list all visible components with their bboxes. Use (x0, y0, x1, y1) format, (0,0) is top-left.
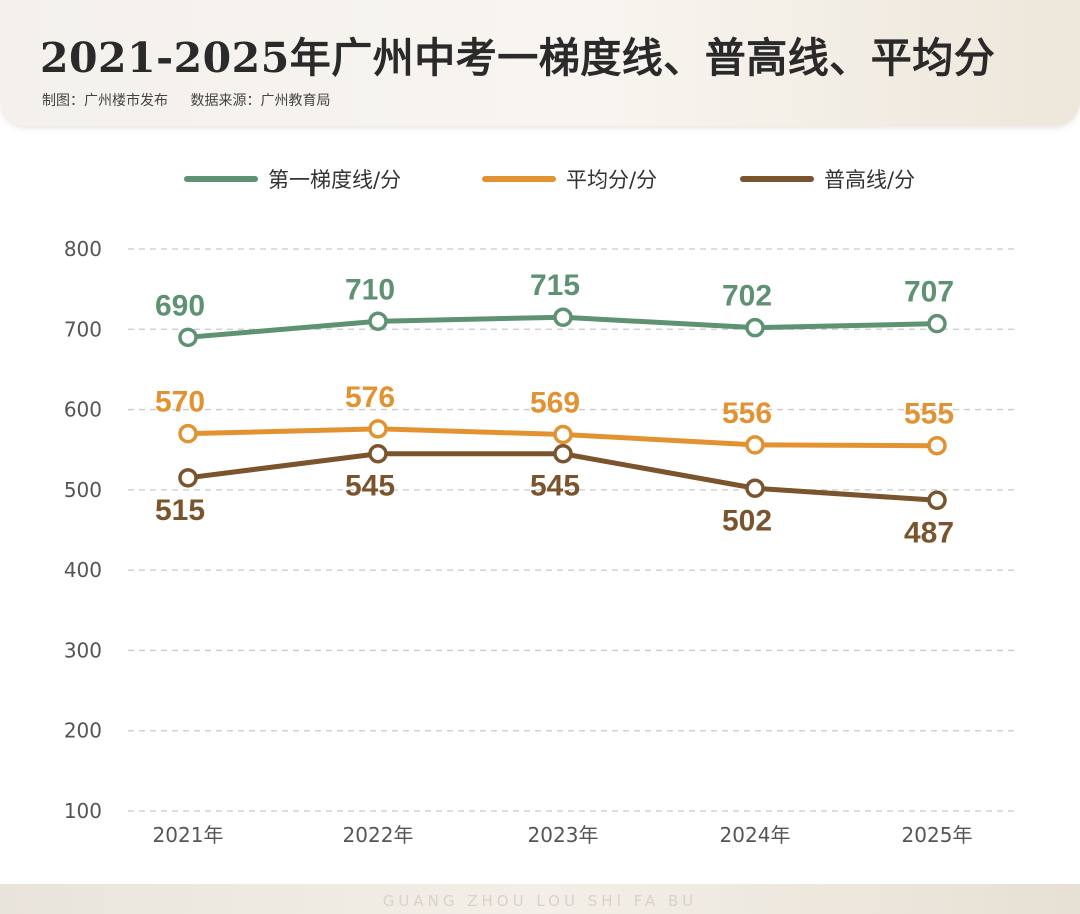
y-tick-label: 600 (64, 398, 102, 422)
data-point (178, 423, 198, 444)
data-label: 555 (904, 398, 954, 431)
y-tick-label: 200 (64, 719, 102, 743)
y-tick-label: 700 (64, 317, 102, 341)
page-title: 2021-2025年广州中考一梯度线、普高线、平均分 (40, 34, 996, 82)
legend-swatch-highschool (740, 176, 814, 182)
data-label: 556 (722, 397, 772, 430)
data-label: 702 (722, 280, 772, 313)
data-label: 515 (155, 494, 205, 527)
y-tick-label: 100 (64, 799, 102, 823)
data-label: 710 (345, 273, 395, 306)
data-point (368, 443, 388, 464)
legend-swatch-average (482, 176, 556, 182)
data-point (553, 443, 573, 464)
data-point (927, 490, 947, 511)
data-label: 715 (530, 269, 580, 302)
data-point (178, 468, 198, 488)
y-tick-label: 400 (64, 558, 102, 582)
footer-band: GUANG ZHOU LOU SHI FA BU (0, 884, 1080, 914)
data-label: 487 (904, 516, 954, 549)
x-tick-label: 2023年 (528, 823, 599, 847)
legend-swatch-tier1 (184, 176, 258, 182)
data-point (927, 435, 947, 456)
footer-watermark: GUANG ZHOU LOU SHI FA BU (382, 892, 698, 910)
data-label: 545 (345, 470, 395, 503)
data-label: 545 (530, 470, 580, 503)
x-tick-label: 2024年 (720, 823, 791, 847)
legend-label-highschool: 普高线/分 (824, 168, 916, 192)
data-label: 690 (155, 289, 205, 322)
data-point (368, 419, 388, 439)
data-point (553, 424, 573, 445)
x-tick-label: 2022年 (343, 823, 414, 847)
data-point (368, 311, 388, 332)
data-label: 569 (530, 386, 580, 419)
credit-maker: 制图：广州楼市发布 (42, 93, 168, 109)
chart-legend: 第一梯度线/分 平均分/分 普高线/分 (0, 164, 1080, 194)
credit-source: 数据来源：广州教育局 (190, 93, 331, 109)
y-tick-label: 300 (64, 638, 102, 662)
data-point (745, 435, 765, 455)
x-tick-label: 2025年 (902, 823, 973, 847)
legend-label-average: 平均分/分 (566, 168, 658, 192)
data-label: 502 (722, 504, 772, 537)
data-label: 570 (155, 386, 205, 419)
data-label: 707 (904, 276, 954, 309)
data-point (927, 313, 947, 334)
legend-label-tier1: 第一梯度线/分 (268, 168, 402, 192)
credit-line: 制图：广州楼市发布 数据来源：广州教育局 (42, 90, 330, 110)
data-label: 576 (345, 381, 395, 414)
data-point (745, 478, 765, 499)
x-tick-label: 2021年 (153, 823, 224, 847)
legend-item-tier1: 第一梯度线/分 (184, 164, 401, 194)
legend-item-average: 平均分/分 (482, 164, 657, 194)
y-tick-label: 500 (64, 478, 102, 502)
y-tick-label: 800 (64, 237, 102, 261)
data-point (178, 327, 198, 348)
data-point (745, 317, 765, 338)
header-banner: 2021-2025年广州中考一梯度线、普高线、平均分 制图：广州楼市发布 数据来… (0, 0, 1080, 126)
data-point (553, 307, 573, 327)
legend-item-highschool: 普高线/分 (740, 164, 915, 194)
